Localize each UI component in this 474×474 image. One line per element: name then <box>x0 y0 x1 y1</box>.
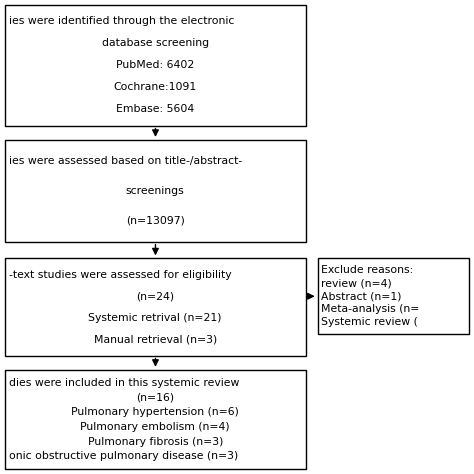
Text: Meta-analysis (n=: Meta-analysis (n= <box>321 304 420 314</box>
Text: (n=16): (n=16) <box>136 392 174 402</box>
Text: PubMed: 6402: PubMed: 6402 <box>116 60 194 70</box>
Text: Exclude reasons:: Exclude reasons: <box>321 265 414 275</box>
FancyBboxPatch shape <box>5 5 306 126</box>
Text: dies were included in this systemic review: dies were included in this systemic revi… <box>9 378 239 388</box>
Text: Systemic review (: Systemic review ( <box>321 317 418 327</box>
Text: (n=24): (n=24) <box>136 291 174 301</box>
Text: Systemic retrival (n=21): Systemic retrival (n=21) <box>89 313 222 323</box>
Text: Cochrane:1091: Cochrane:1091 <box>114 82 197 92</box>
FancyBboxPatch shape <box>5 258 306 356</box>
Text: Embase: 5604: Embase: 5604 <box>116 104 194 114</box>
Text: onic obstructive pulmonary disease (n=3): onic obstructive pulmonary disease (n=3) <box>9 451 238 461</box>
Text: ies were identified through the electronic: ies were identified through the electron… <box>9 17 234 27</box>
FancyBboxPatch shape <box>5 370 306 469</box>
Text: database screening: database screening <box>101 38 209 48</box>
Text: Pulmonary hypertension (n=6): Pulmonary hypertension (n=6) <box>71 407 239 417</box>
Text: screenings: screenings <box>126 186 184 196</box>
Text: (n=13097): (n=13097) <box>126 216 185 226</box>
FancyBboxPatch shape <box>318 258 469 334</box>
Text: -text studies were assessed for eligibility: -text studies were assessed for eligibil… <box>9 270 231 280</box>
Text: review (n=4): review (n=4) <box>321 278 392 288</box>
Text: Pulmonary fibrosis (n=3): Pulmonary fibrosis (n=3) <box>88 437 223 447</box>
Text: Abstract (n=1): Abstract (n=1) <box>321 291 402 301</box>
Text: Manual retrieval (n=3): Manual retrieval (n=3) <box>93 334 217 344</box>
Text: ies were assessed based on title-/abstract-: ies were assessed based on title-/abstra… <box>9 155 242 165</box>
Text: Pulmonary embolism (n=4): Pulmonary embolism (n=4) <box>81 422 230 432</box>
FancyBboxPatch shape <box>5 140 306 242</box>
